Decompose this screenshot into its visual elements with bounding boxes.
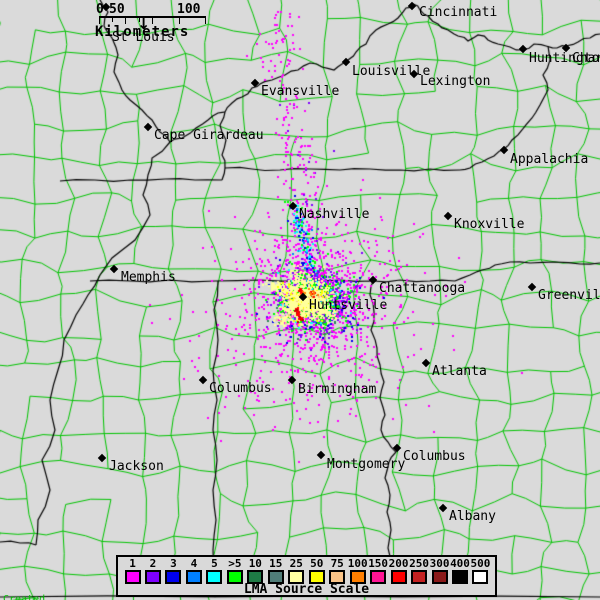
city-label: St Louis — [112, 30, 175, 45]
legend-swatch — [288, 570, 305, 584]
city-label: Cape Girardeau — [154, 128, 264, 143]
legend-entry: 4 — [184, 558, 203, 584]
city-label: Birmingham — [298, 382, 377, 397]
city-label: Chattanooga — [379, 281, 466, 296]
legend-swatch — [185, 570, 202, 584]
legend-entry: 300 — [430, 558, 449, 584]
legend-swatch — [226, 570, 243, 584]
legend-value: 5 — [211, 557, 218, 570]
city-label: Greenville — [538, 288, 600, 303]
legend-entry: 100 — [347, 557, 368, 584]
legend-value: 150 — [368, 557, 389, 570]
city-label: Knoxville — [454, 217, 525, 232]
legend-entries: 1 2 3 4 5 >5 10 — [118, 557, 495, 584]
legend-entry: 15 — [266, 558, 285, 584]
scale-ruler — [99, 16, 206, 24]
legend-entry: 250 — [409, 557, 429, 584]
legend-value: 4 — [190, 557, 198, 570]
legend-swatch — [247, 570, 264, 584]
legend-entry: 5 — [205, 558, 224, 584]
legend-entry: >5 — [225, 558, 244, 584]
city-label: Columbus — [209, 381, 272, 396]
city-label: Charleston — [572, 51, 600, 66]
legend-swatch — [144, 570, 161, 584]
city-label: Jackson — [109, 459, 164, 474]
legend-value: 400 — [450, 557, 470, 570]
legend-entry: 10 — [246, 558, 265, 584]
legend-swatch — [124, 570, 141, 584]
legend-entry: 25 — [287, 558, 306, 584]
legend-swatch — [431, 570, 448, 584]
city-label: Albany — [449, 509, 496, 524]
legend-value: 300 — [429, 557, 450, 570]
legend-swatch — [411, 570, 428, 584]
legend-value: 50 — [310, 557, 324, 570]
legend-value: 15 — [269, 557, 283, 570]
source-scale-legend: 1 2 3 4 5 >5 10 — [116, 555, 497, 597]
legend-value: >5 — [228, 557, 242, 570]
legend-entry: 3 — [164, 558, 183, 584]
legend-title: LMA Source Scale — [243, 582, 370, 597]
legend-swatch — [349, 570, 366, 584]
created-label: Created — [3, 594, 46, 600]
legend-entry: 150 — [368, 557, 389, 584]
city-label: Atlanta — [432, 364, 487, 379]
legend-swatch — [329, 570, 346, 584]
legend-entry: 400 — [450, 557, 470, 584]
scale-tick-label-0: 0 — [96, 2, 104, 17]
legend-entry: 75 — [328, 558, 347, 584]
city-label: Evansville — [261, 84, 340, 99]
legend-swatch — [452, 570, 468, 584]
legend-value: 250 — [409, 557, 429, 570]
legend-swatch — [308, 570, 325, 584]
legend-swatch — [370, 570, 387, 584]
legend-entry: 50 — [307, 558, 326, 584]
legend-entry: 1 — [123, 558, 142, 584]
city-label: Memphis — [121, 270, 176, 285]
city-label: Louisville — [352, 64, 431, 79]
legend-value: 75 — [330, 557, 344, 570]
city-label: Nashville — [299, 207, 370, 222]
legend-value: 25 — [289, 557, 303, 570]
city-label: Huntington — [529, 51, 600, 66]
city-label: Huntsville — [309, 298, 388, 313]
legend-entry: 2 — [143, 558, 162, 584]
legend-value: 10 — [248, 557, 262, 570]
legend-swatch — [267, 570, 284, 584]
legend-value: 100 — [347, 557, 368, 570]
arrow-down-icon: ↓ — [137, 14, 151, 33]
created-stamp: Created 12/14/2012 12:49:55 — [3, 570, 117, 600]
legend-value: 1 — [129, 557, 136, 570]
legend-swatch — [390, 570, 407, 584]
scale-tick-label-50: 50 — [109, 2, 125, 17]
city-label: Appalachia — [510, 152, 589, 167]
city-label: Columbus — [403, 449, 466, 464]
scale-unit-label: Kilometers — [95, 24, 190, 40]
legend-value: 3 — [170, 557, 177, 570]
legend-swatch — [165, 570, 182, 584]
legend-value: 2 — [149, 557, 157, 570]
legend-swatch — [472, 570, 489, 584]
legend-swatch — [206, 570, 223, 584]
scale-tick-label-100: 100 — [177, 2, 201, 17]
city-label: Lexington — [420, 74, 491, 89]
legend-value: 200 — [388, 557, 409, 570]
legend-entry: 200 — [388, 557, 409, 584]
city-label: Cincinnati — [419, 5, 498, 20]
legend-value: 500 — [470, 557, 491, 570]
city-label: Montgomery — [327, 457, 406, 472]
legend-entry: 500 — [471, 558, 490, 584]
